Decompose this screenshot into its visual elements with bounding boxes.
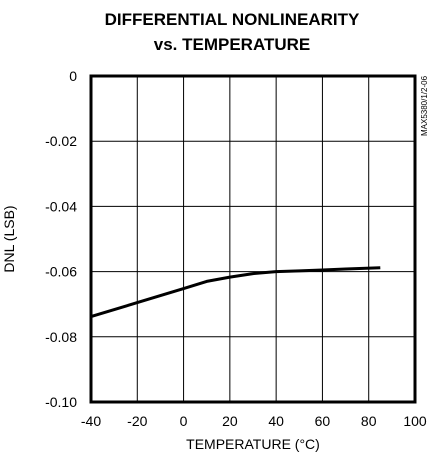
- x-tick-label: 40: [268, 413, 284, 429]
- y-tick-label: 0: [69, 68, 77, 84]
- chart-title-line2: vs. TEMPERATURE: [154, 35, 311, 54]
- x-tick-label: 20: [222, 413, 238, 429]
- y-tick-label: -0.02: [45, 133, 77, 149]
- x-tick-label: 60: [315, 413, 331, 429]
- x-tick-label: -40: [81, 413, 101, 429]
- y-tick-label: -0.04: [45, 198, 77, 214]
- y-tick-label: -0.06: [45, 264, 77, 280]
- x-tick-labels: -40 -20 0 20 40 60 80 100: [81, 413, 427, 429]
- x-tick-label: 100: [403, 413, 427, 429]
- x-tick-label: 80: [361, 413, 377, 429]
- x-tick-label: 0: [180, 413, 188, 429]
- plot-frame: [89, 74, 417, 404]
- x-axis-label: TEMPERATURE (°C): [186, 436, 320, 452]
- y-tick-label: -0.10: [45, 394, 77, 410]
- y-tick-labels: 0 -0.02 -0.04 -0.06 -0.08 -0.10: [45, 68, 77, 410]
- figure-code: MAX5380/1/2-06: [420, 75, 429, 136]
- chart-title-line1: DIFFERENTIAL NONLINEARITY: [105, 10, 360, 29]
- y-tick-label: -0.08: [45, 329, 77, 345]
- y-axis-label: DNL (LSB): [1, 205, 17, 272]
- series-layer: [90, 266, 381, 319]
- x-tick-label: -20: [127, 413, 147, 429]
- grid: [91, 76, 415, 402]
- series-line: [90, 266, 381, 319]
